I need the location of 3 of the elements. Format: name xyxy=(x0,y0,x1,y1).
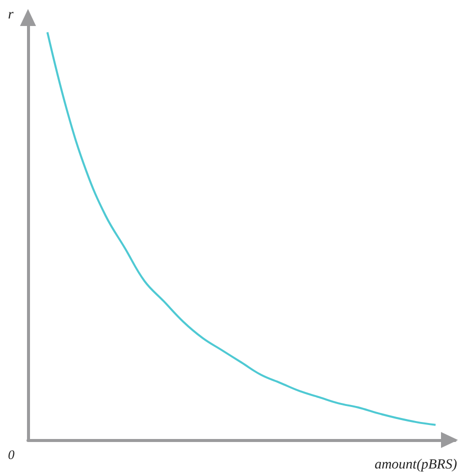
x-axis-title: amount(pBRS) xyxy=(374,458,458,472)
text: 0 xyxy=(8,447,15,462)
y-axis-title: r xyxy=(8,8,14,22)
